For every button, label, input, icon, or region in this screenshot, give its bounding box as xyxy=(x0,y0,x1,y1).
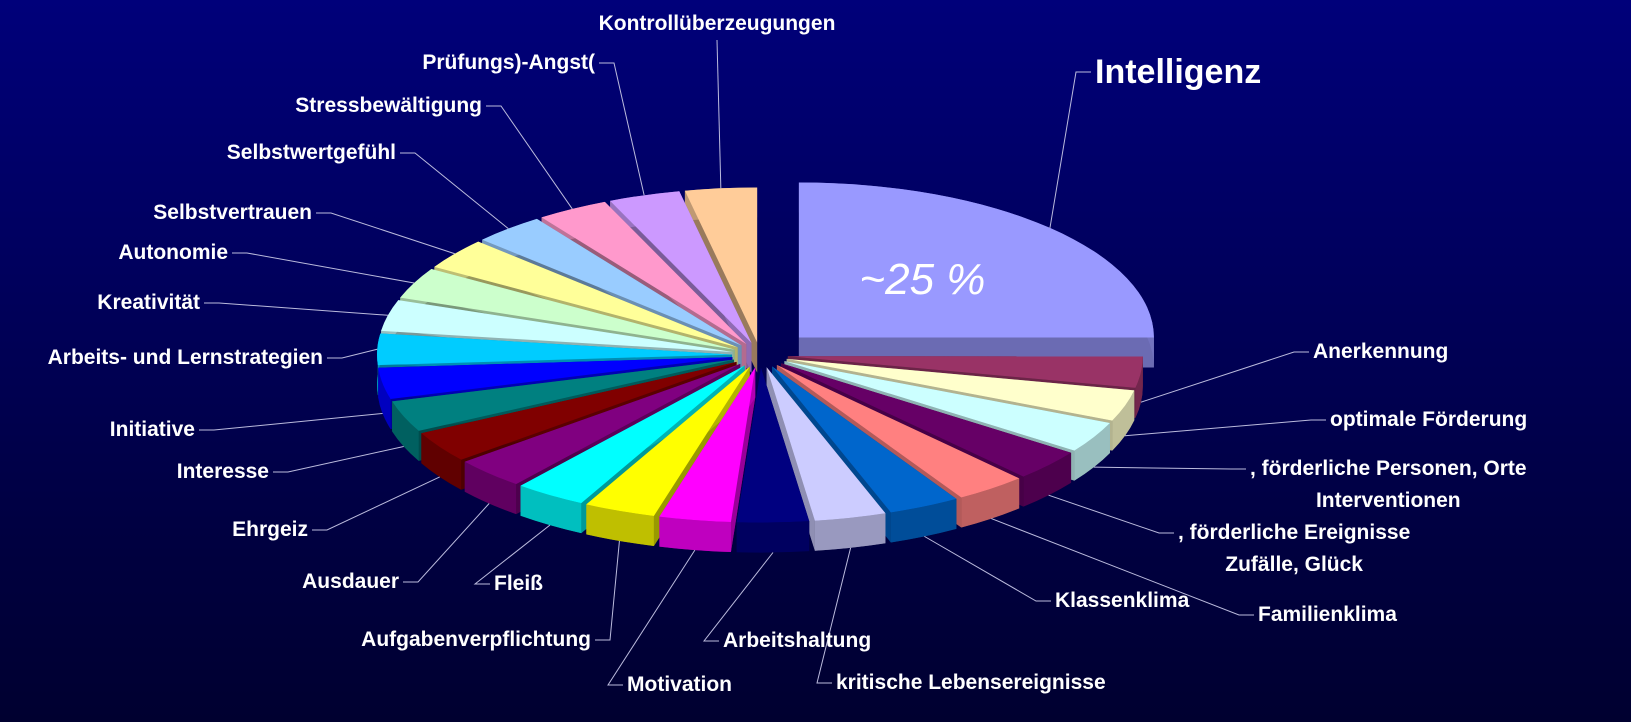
slice-rim xyxy=(1135,356,1143,418)
value-label: ~25 % xyxy=(859,254,986,304)
leader-line xyxy=(400,152,509,230)
slice-label: Klassenklima xyxy=(1055,589,1190,612)
slice-rim xyxy=(814,513,886,551)
slice xyxy=(798,182,1154,338)
leader-line xyxy=(273,445,404,473)
slice-label: Selbstvertrauen xyxy=(153,201,312,224)
slice-rim xyxy=(890,498,957,543)
slice xyxy=(381,300,733,353)
slice-label: Anerkennung xyxy=(1313,340,1449,363)
slice-label: Autonomie xyxy=(118,241,228,264)
leader-line xyxy=(1140,351,1309,403)
slice-label: Selbstwertgefühl xyxy=(226,141,396,164)
slice xyxy=(520,365,745,504)
slice-label: kritische Lebensereignisse xyxy=(836,671,1106,694)
leader-line xyxy=(599,62,645,196)
leader-line xyxy=(316,212,455,255)
slice xyxy=(434,241,738,348)
slice xyxy=(787,356,1143,388)
leader-line xyxy=(327,348,378,359)
slice-label: optimale Förderung xyxy=(1330,408,1528,431)
slice xyxy=(421,361,737,460)
slice-rim xyxy=(378,367,391,429)
slice-rim xyxy=(586,504,654,546)
slice-label: Initiative xyxy=(109,418,195,441)
leader-line xyxy=(607,549,696,686)
slice-label: , förderliche Personen, Orte Interventio… xyxy=(1250,457,1527,512)
leader-line xyxy=(595,540,620,641)
leader-line xyxy=(924,535,1051,602)
slice-label: Familienklima xyxy=(1258,603,1397,626)
slice-rim xyxy=(464,461,517,515)
slice-rim xyxy=(1112,390,1135,451)
slice xyxy=(784,361,1110,451)
slice-label: Kreativität xyxy=(97,291,200,314)
slice xyxy=(377,333,733,366)
slice-rim xyxy=(520,485,582,534)
leader-line xyxy=(486,105,573,210)
slice-label: Motivation xyxy=(627,673,732,696)
leader-line xyxy=(1049,71,1091,228)
slice xyxy=(464,363,741,485)
slice-label: Ausdauer xyxy=(302,570,399,593)
slice-label: Interesse xyxy=(176,460,269,483)
slice-label: Arbeitshaltung xyxy=(723,629,872,652)
slice xyxy=(586,366,750,516)
slice-rim xyxy=(961,478,1020,528)
slice xyxy=(776,365,1020,498)
slice-label: Kontrollüberzeugungen xyxy=(598,12,836,35)
slice-label: Ehrgeiz xyxy=(232,518,308,541)
leader-line xyxy=(1048,494,1174,534)
slice-rim xyxy=(421,433,462,490)
slice-label: Arbeits- und Lernstrategien xyxy=(47,346,323,369)
leader-line xyxy=(473,524,551,585)
slice-label: Aufgabenverpflichtung xyxy=(361,628,591,651)
slice xyxy=(772,366,957,513)
leader-line xyxy=(199,412,383,431)
slice xyxy=(781,363,1072,477)
slice xyxy=(541,201,747,345)
slice xyxy=(684,187,758,343)
slice-label: Prüfungs)-Angst( xyxy=(422,51,595,74)
slice xyxy=(786,358,1135,421)
slice xyxy=(378,357,733,399)
slice-rim xyxy=(1074,422,1110,481)
leader-line xyxy=(312,476,440,531)
slice-label: Intelligenz xyxy=(1095,53,1262,91)
leader-line xyxy=(403,503,490,583)
slice-label: Stressbewältigung xyxy=(295,94,482,117)
slice xyxy=(392,359,734,431)
slice-label: Fleiß xyxy=(494,572,544,595)
slice xyxy=(766,367,886,521)
leader-line xyxy=(204,302,388,316)
leader-line xyxy=(702,552,774,642)
slice xyxy=(659,367,756,523)
slice xyxy=(736,367,810,523)
slice-rim xyxy=(1023,452,1072,507)
leader-line xyxy=(716,39,722,189)
leader-line xyxy=(232,252,415,284)
slice-rim xyxy=(392,401,419,461)
leader-line xyxy=(991,518,1254,616)
leader-line xyxy=(1093,466,1246,470)
slice-wall xyxy=(730,367,756,553)
slice xyxy=(400,269,735,350)
leader-line xyxy=(816,547,852,684)
slice-rim xyxy=(659,516,731,553)
slice-rim xyxy=(736,521,810,553)
leader-line xyxy=(1124,419,1326,437)
slice xyxy=(482,218,742,346)
slice xyxy=(610,191,752,343)
slice-label: , förderliche Ereignisse Zufälle, Glück xyxy=(1178,521,1411,576)
